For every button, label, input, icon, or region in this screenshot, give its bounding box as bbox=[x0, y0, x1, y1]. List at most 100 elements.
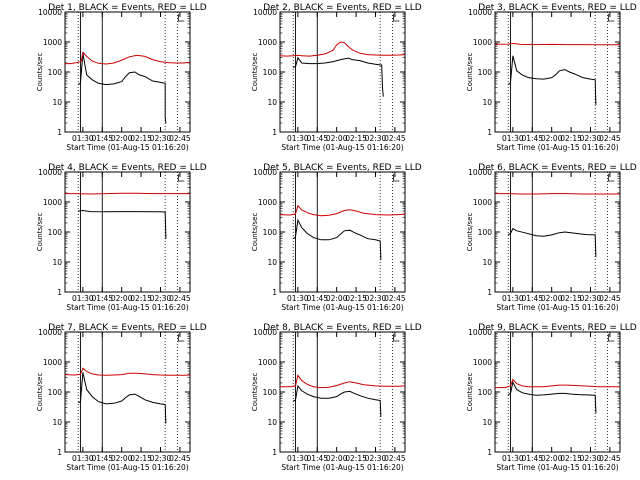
y-axis-label: Counts/sec bbox=[36, 53, 44, 92]
y-tick-label: 10000 bbox=[253, 8, 277, 17]
series-lld bbox=[495, 378, 620, 389]
x-tick-label: 02:30 bbox=[580, 294, 602, 303]
x-tick-label: 01:30 bbox=[287, 294, 309, 303]
y-axis-label: Counts/sec bbox=[466, 213, 474, 252]
y-tick-label: 1000 bbox=[43, 358, 62, 367]
y-axis-label: Counts/sec bbox=[466, 53, 474, 92]
y-tick-label: 1 bbox=[57, 448, 62, 457]
x-tick-label: 02:15 bbox=[560, 134, 582, 143]
chart-panel-7: Det 7, BLACK = Events, RED = LLD 1 10 100 10… bbox=[36, 323, 207, 472]
x-tick-label: 02:30 bbox=[365, 134, 387, 143]
y-axis-label: Counts/sec bbox=[251, 373, 259, 412]
x-tick-label: 02:00 bbox=[326, 134, 348, 143]
x-tick-label: 02:45 bbox=[599, 134, 621, 143]
plot-frame bbox=[494, 171, 621, 293]
x-tick-label: 02:00 bbox=[111, 454, 133, 463]
y-tick-label: 1 bbox=[487, 288, 492, 297]
x-tick-label: 02:00 bbox=[111, 134, 133, 143]
y-tick-label: 10000 bbox=[253, 168, 277, 177]
y-tick-label: 10 bbox=[52, 418, 62, 427]
bracket-mark bbox=[607, 14, 615, 22]
bracket-mark bbox=[392, 334, 400, 342]
x-tick-label: 02:45 bbox=[169, 294, 191, 303]
x-tick-label: 02:15 bbox=[130, 454, 152, 463]
y-axis-label: Counts/sec bbox=[251, 53, 259, 92]
y-tick-label: 100 bbox=[263, 388, 278, 397]
x-tick-label: 02:00 bbox=[541, 134, 563, 143]
series-lld bbox=[494, 42, 621, 46]
plot-frame bbox=[494, 331, 621, 453]
bracket-mark bbox=[177, 14, 185, 22]
y-tick-label: 100 bbox=[478, 228, 493, 237]
chart-panel-1: Det 1, BLACK = Events, RED = LLD 1 10 100 10… bbox=[36, 3, 207, 152]
x-tick-label: 01:45 bbox=[91, 454, 113, 463]
x-tick-label: 01:45 bbox=[306, 134, 328, 143]
chart-title: Det 4, BLACK = Events, RED = LLD bbox=[48, 163, 207, 173]
x-axis-label: Start Time (01-Aug-15 01:16:20) bbox=[66, 303, 188, 312]
x-tick-label: 01:45 bbox=[521, 294, 543, 303]
x-tick-label: 02:30 bbox=[150, 454, 172, 463]
y-tick-label: 1000 bbox=[473, 358, 492, 367]
chart-panel-3: Det 3, BLACK = Events, RED = LLD 1 10 100 10… bbox=[466, 3, 637, 152]
plot-frame bbox=[64, 171, 191, 293]
series-events bbox=[78, 53, 167, 124]
series-lld bbox=[65, 51, 191, 65]
x-tick-label: 01:30 bbox=[72, 134, 94, 143]
x-tick-label: 02:15 bbox=[130, 294, 152, 303]
y-tick-label: 100 bbox=[48, 68, 63, 77]
x-tick-label: 01:30 bbox=[72, 294, 94, 303]
x-axis-label: Start Time (01-Aug-15 01:16:20) bbox=[496, 303, 618, 312]
series-events bbox=[293, 384, 382, 417]
x-axis-label: Start Time (01-Aug-15 01:16:20) bbox=[496, 463, 618, 472]
plot-frame bbox=[64, 11, 191, 133]
y-tick-label: 10 bbox=[267, 258, 277, 267]
y-tick-label: 100 bbox=[48, 388, 63, 397]
x-tick-label: 02:30 bbox=[150, 134, 172, 143]
plot-frame bbox=[279, 11, 406, 133]
y-tick-label: 100 bbox=[263, 68, 278, 77]
series-events bbox=[78, 372, 167, 424]
plot-frame bbox=[494, 11, 621, 133]
y-tick-label: 10000 bbox=[38, 328, 62, 337]
chart-panel-6: Det 6, BLACK = Events, RED = LLD 1 10 100 10… bbox=[466, 163, 637, 312]
x-tick-label: 02:30 bbox=[365, 294, 387, 303]
y-tick-label: 10 bbox=[482, 258, 492, 267]
y-axis-label: Counts/sec bbox=[36, 213, 44, 252]
y-tick-label: 10000 bbox=[468, 8, 492, 17]
x-tick-label: 02:30 bbox=[365, 454, 387, 463]
y-tick-label: 1000 bbox=[473, 198, 492, 207]
plot-frame bbox=[279, 331, 406, 453]
y-axis-label: Counts/sec bbox=[251, 213, 259, 252]
bracket-mark bbox=[392, 174, 400, 182]
x-tick-label: 01:30 bbox=[72, 454, 94, 463]
y-tick-label: 1000 bbox=[258, 358, 277, 367]
x-tick-label: 01:30 bbox=[502, 454, 524, 463]
y-tick-label: 10 bbox=[52, 98, 62, 107]
x-tick-label: 02:00 bbox=[326, 454, 348, 463]
x-axis-label: Start Time (01-Aug-15 01:16:20) bbox=[66, 143, 188, 152]
y-tick-label: 1000 bbox=[43, 38, 62, 47]
x-tick-label: 01:30 bbox=[287, 454, 309, 463]
chart-panel-9: Det 9, BLACK = Events, RED = LLD 1 10 100 10… bbox=[466, 323, 637, 472]
x-tick-label: 02:15 bbox=[130, 134, 152, 143]
x-tick-label: 02:30 bbox=[580, 454, 602, 463]
y-tick-label: 10 bbox=[267, 98, 277, 107]
series-events bbox=[507, 380, 597, 414]
series-events bbox=[292, 56, 384, 97]
chart-title: Det 9, BLACK = Events, RED = LLD bbox=[478, 323, 637, 333]
y-tick-label: 1 bbox=[272, 128, 277, 137]
x-axis-label: Start Time (01-Aug-15 01:16:20) bbox=[281, 143, 403, 152]
x-tick-label: 01:45 bbox=[521, 454, 543, 463]
y-tick-label: 10 bbox=[52, 258, 62, 267]
x-tick-label: 02:45 bbox=[169, 134, 191, 143]
chart-panel-2: Det 2, BLACK = Events, RED = LLD 1 10 100 10… bbox=[251, 3, 422, 152]
x-axis-label: Start Time (01-Aug-15 01:16:20) bbox=[496, 143, 618, 152]
y-tick-label: 10000 bbox=[38, 168, 62, 177]
series-events bbox=[78, 209, 167, 239]
x-tick-label: 02:00 bbox=[326, 294, 348, 303]
y-tick-label: 10 bbox=[482, 98, 492, 107]
x-tick-label: 02:15 bbox=[345, 454, 367, 463]
x-tick-label: 02:45 bbox=[384, 454, 406, 463]
y-tick-label: 10000 bbox=[468, 328, 492, 337]
